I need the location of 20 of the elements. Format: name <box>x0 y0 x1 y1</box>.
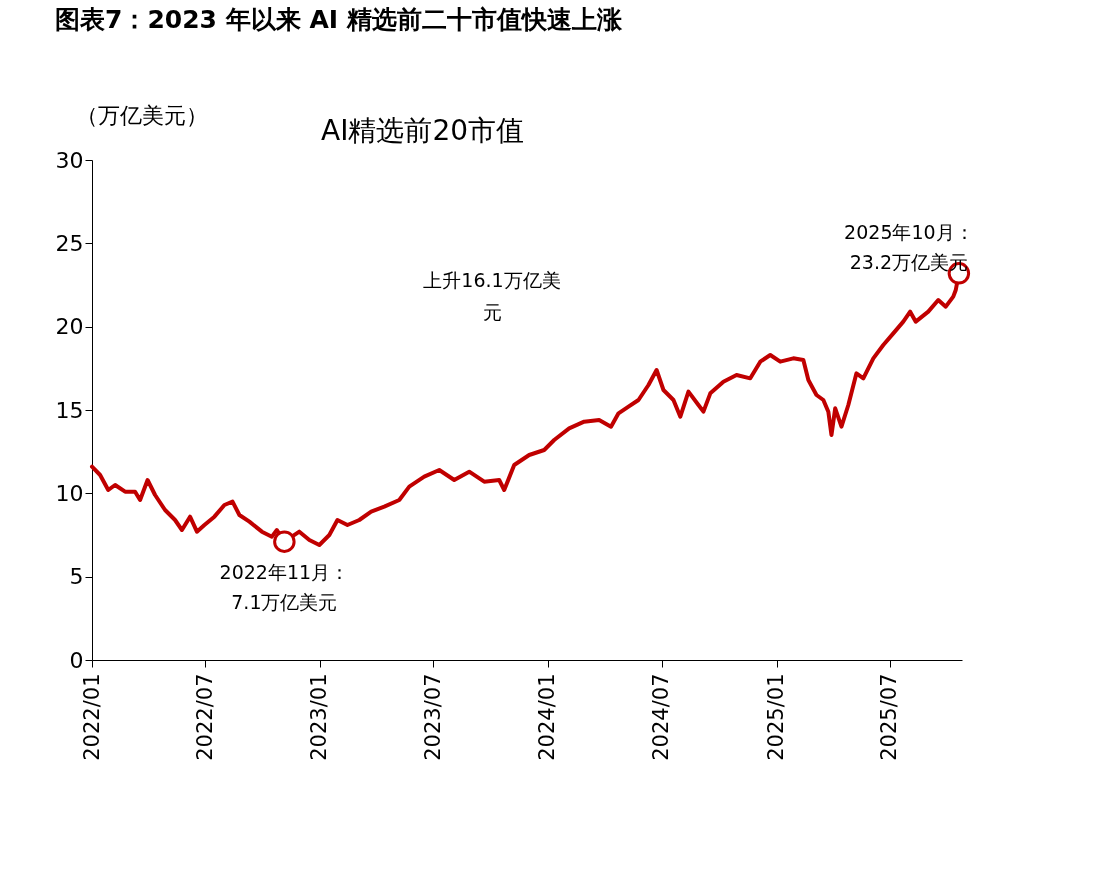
x-tick-label: 2025/01 <box>764 673 789 761</box>
annotation: 上升16.1万亿美元 <box>423 269 561 323</box>
y-tick-label: 20 <box>55 314 84 340</box>
y-tick-label: 30 <box>55 147 84 173</box>
x-tick-label: 2022/01 <box>79 673 104 761</box>
y-tick-label: 5 <box>69 564 84 590</box>
x-tick-label: 2022/07 <box>192 673 217 761</box>
annotation: 2022年11月：7.1万亿美元 <box>219 560 350 613</box>
x-tick-label: 2024/01 <box>535 673 560 761</box>
y-tick-label: 0 <box>69 647 84 673</box>
y-axis-title: （万亿美元） <box>76 103 208 128</box>
y-tick-label: 25 <box>55 230 84 256</box>
x-tick-label: 2023/07 <box>420 673 445 761</box>
x-tick-label: 2023/01 <box>307 673 332 761</box>
x-tick-label: 2024/07 <box>649 673 674 761</box>
chart-title: 图表7：2023 年以来 AI 精选前二十市值快速上涨 <box>55 5 623 34</box>
y-tick-label: 10 <box>55 480 84 506</box>
y-tick-label: 15 <box>55 397 84 423</box>
x-tick-label: 2025/07 <box>877 673 902 761</box>
chart-subtitle: AI精选前20市值 <box>321 114 525 147</box>
